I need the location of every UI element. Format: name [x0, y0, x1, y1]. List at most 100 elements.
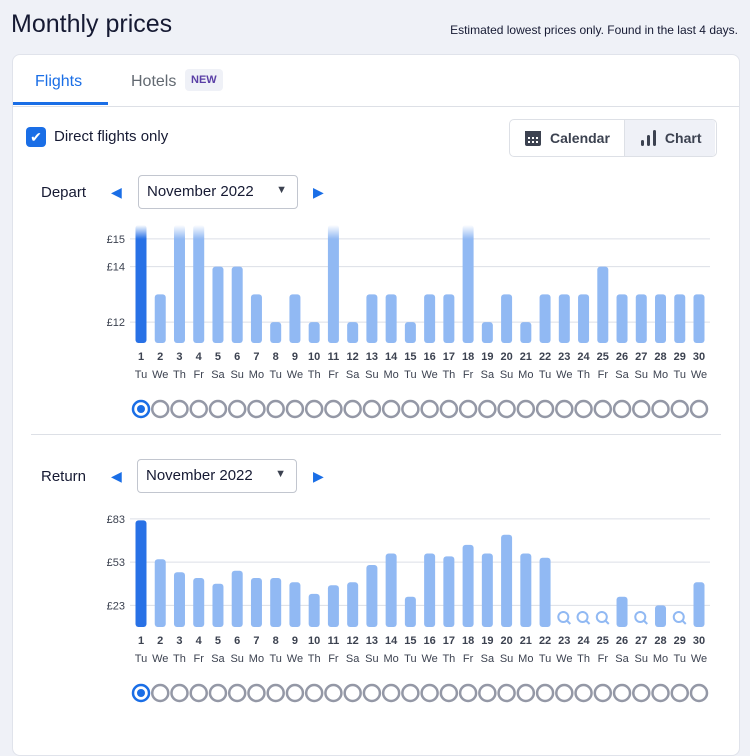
price-bar[interactable]: [481, 322, 493, 343]
price-bar[interactable]: [385, 294, 397, 343]
day-radio[interactable]: [670, 683, 690, 703]
price-bar[interactable]: [347, 582, 359, 627]
day-radio[interactable]: [497, 683, 516, 703]
price-bar[interactable]: [250, 577, 262, 627]
return-month-select[interactable]: November 2022 ▼: [137, 459, 297, 493]
price-bar[interactable]: [597, 266, 609, 343]
price-bar[interactable]: [135, 520, 147, 627]
depart-next-month-arrow-icon[interactable]: ▶: [313, 184, 324, 200]
day-radio[interactable]: [227, 399, 247, 419]
day-radio[interactable]: [593, 683, 613, 703]
price-bar[interactable]: [193, 577, 205, 627]
price-bar[interactable]: [520, 322, 532, 343]
day-radio[interactable]: [362, 683, 382, 703]
day-radio[interactable]: [516, 683, 536, 703]
price-bar[interactable]: [231, 266, 243, 343]
day-radio[interactable]: [304, 683, 324, 703]
day-radio[interactable]: [574, 399, 593, 419]
price-bar[interactable]: [270, 322, 282, 343]
day-radio[interactable]: [439, 683, 459, 703]
tab-flights[interactable]: Flights: [35, 73, 83, 90]
day-radio[interactable]: [285, 399, 305, 419]
direct-flights-label[interactable]: Direct flights only: [54, 128, 169, 145]
day-radio[interactable]: [170, 399, 189, 419]
day-radio[interactable]: [401, 683, 420, 703]
price-bar[interactable]: [539, 557, 551, 627]
price-bar[interactable]: [385, 553, 397, 627]
price-bar[interactable]: [424, 553, 436, 627]
price-bar[interactable]: [173, 225, 185, 343]
price-bar[interactable]: [616, 596, 628, 627]
day-radio[interactable]: [689, 399, 709, 419]
price-bar[interactable]: [231, 570, 243, 627]
day-radio[interactable]: [381, 683, 401, 703]
day-radio[interactable]: [439, 399, 459, 419]
day-radio[interactable]: [343, 399, 362, 419]
day-radio[interactable]: [304, 399, 324, 419]
price-bar[interactable]: [693, 582, 705, 627]
day-radio[interactable]: [458, 399, 478, 419]
price-bar[interactable]: [173, 572, 185, 627]
day-radio[interactable]: [689, 683, 709, 703]
depart-month-select[interactable]: November 2022 ▼: [138, 175, 298, 209]
price-bar[interactable]: [635, 294, 647, 343]
day-radio[interactable]: [632, 399, 651, 419]
price-bar[interactable]: [289, 582, 301, 627]
day-radio[interactable]: [208, 399, 228, 419]
day-radio[interactable]: [670, 399, 690, 419]
direct-flights-checkbox[interactable]: ✔: [26, 127, 46, 147]
day-radio[interactable]: [632, 683, 651, 703]
price-bar[interactable]: [347, 322, 359, 343]
day-radio[interactable]: [362, 399, 382, 419]
price-bar[interactable]: [270, 577, 282, 627]
search-price-icon[interactable]: [576, 611, 591, 625]
price-bar[interactable]: [462, 544, 474, 627]
day-radio[interactable]: [381, 399, 401, 419]
price-bar[interactable]: [501, 294, 513, 343]
price-bar[interactable]: [250, 294, 262, 343]
price-bar[interactable]: [462, 225, 474, 343]
price-bar[interactable]: [404, 596, 416, 627]
price-bar[interactable]: [443, 556, 455, 627]
day-radio[interactable]: [324, 683, 343, 703]
day-radio[interactable]: [478, 683, 497, 703]
day-radio[interactable]: [516, 399, 536, 419]
price-bar[interactable]: [558, 294, 570, 343]
day-radio[interactable]: [247, 399, 266, 419]
return-prev-month-arrow-icon[interactable]: ◀: [111, 468, 122, 484]
search-price-icon[interactable]: [634, 611, 648, 625]
chart-view-button[interactable]: Chart: [623, 120, 716, 156]
search-price-icon[interactable]: [557, 611, 572, 625]
day-radio[interactable]: [535, 399, 555, 419]
search-price-icon[interactable]: [595, 611, 610, 625]
day-radio[interactable]: [555, 683, 574, 703]
return-next-month-arrow-icon[interactable]: ▶: [313, 468, 324, 484]
price-bar[interactable]: [366, 565, 378, 627]
day-radio[interactable]: [247, 683, 266, 703]
day-radio[interactable]: [227, 683, 247, 703]
price-bar[interactable]: [327, 225, 339, 343]
price-bar[interactable]: [674, 294, 686, 343]
day-radio[interactable]: [497, 399, 516, 419]
day-radio[interactable]: [189, 399, 208, 419]
tab-hotels[interactable]: Hotels: [131, 73, 177, 90]
day-radio[interactable]: [420, 683, 439, 703]
day-radio[interactable]: [651, 683, 670, 703]
depart-prev-month-arrow-icon[interactable]: ◀: [111, 184, 122, 200]
day-radio[interactable]: [343, 683, 362, 703]
day-radio[interactable]: [266, 399, 285, 419]
price-bar[interactable]: [578, 294, 590, 343]
price-bar[interactable]: [539, 294, 551, 343]
price-bar[interactable]: [308, 322, 320, 343]
price-bar[interactable]: [404, 322, 416, 343]
price-bar[interactable]: [616, 294, 628, 343]
day-radio[interactable]: [208, 683, 228, 703]
day-radio[interactable]: [420, 399, 439, 419]
calendar-view-button[interactable]: Calendar: [510, 120, 624, 156]
price-bar[interactable]: [135, 225, 147, 343]
day-radio[interactable]: [612, 399, 632, 419]
day-radio[interactable]: [150, 683, 170, 703]
price-bar[interactable]: [424, 294, 436, 343]
day-radio[interactable]: [150, 399, 170, 419]
day-radio[interactable]: [324, 399, 343, 419]
